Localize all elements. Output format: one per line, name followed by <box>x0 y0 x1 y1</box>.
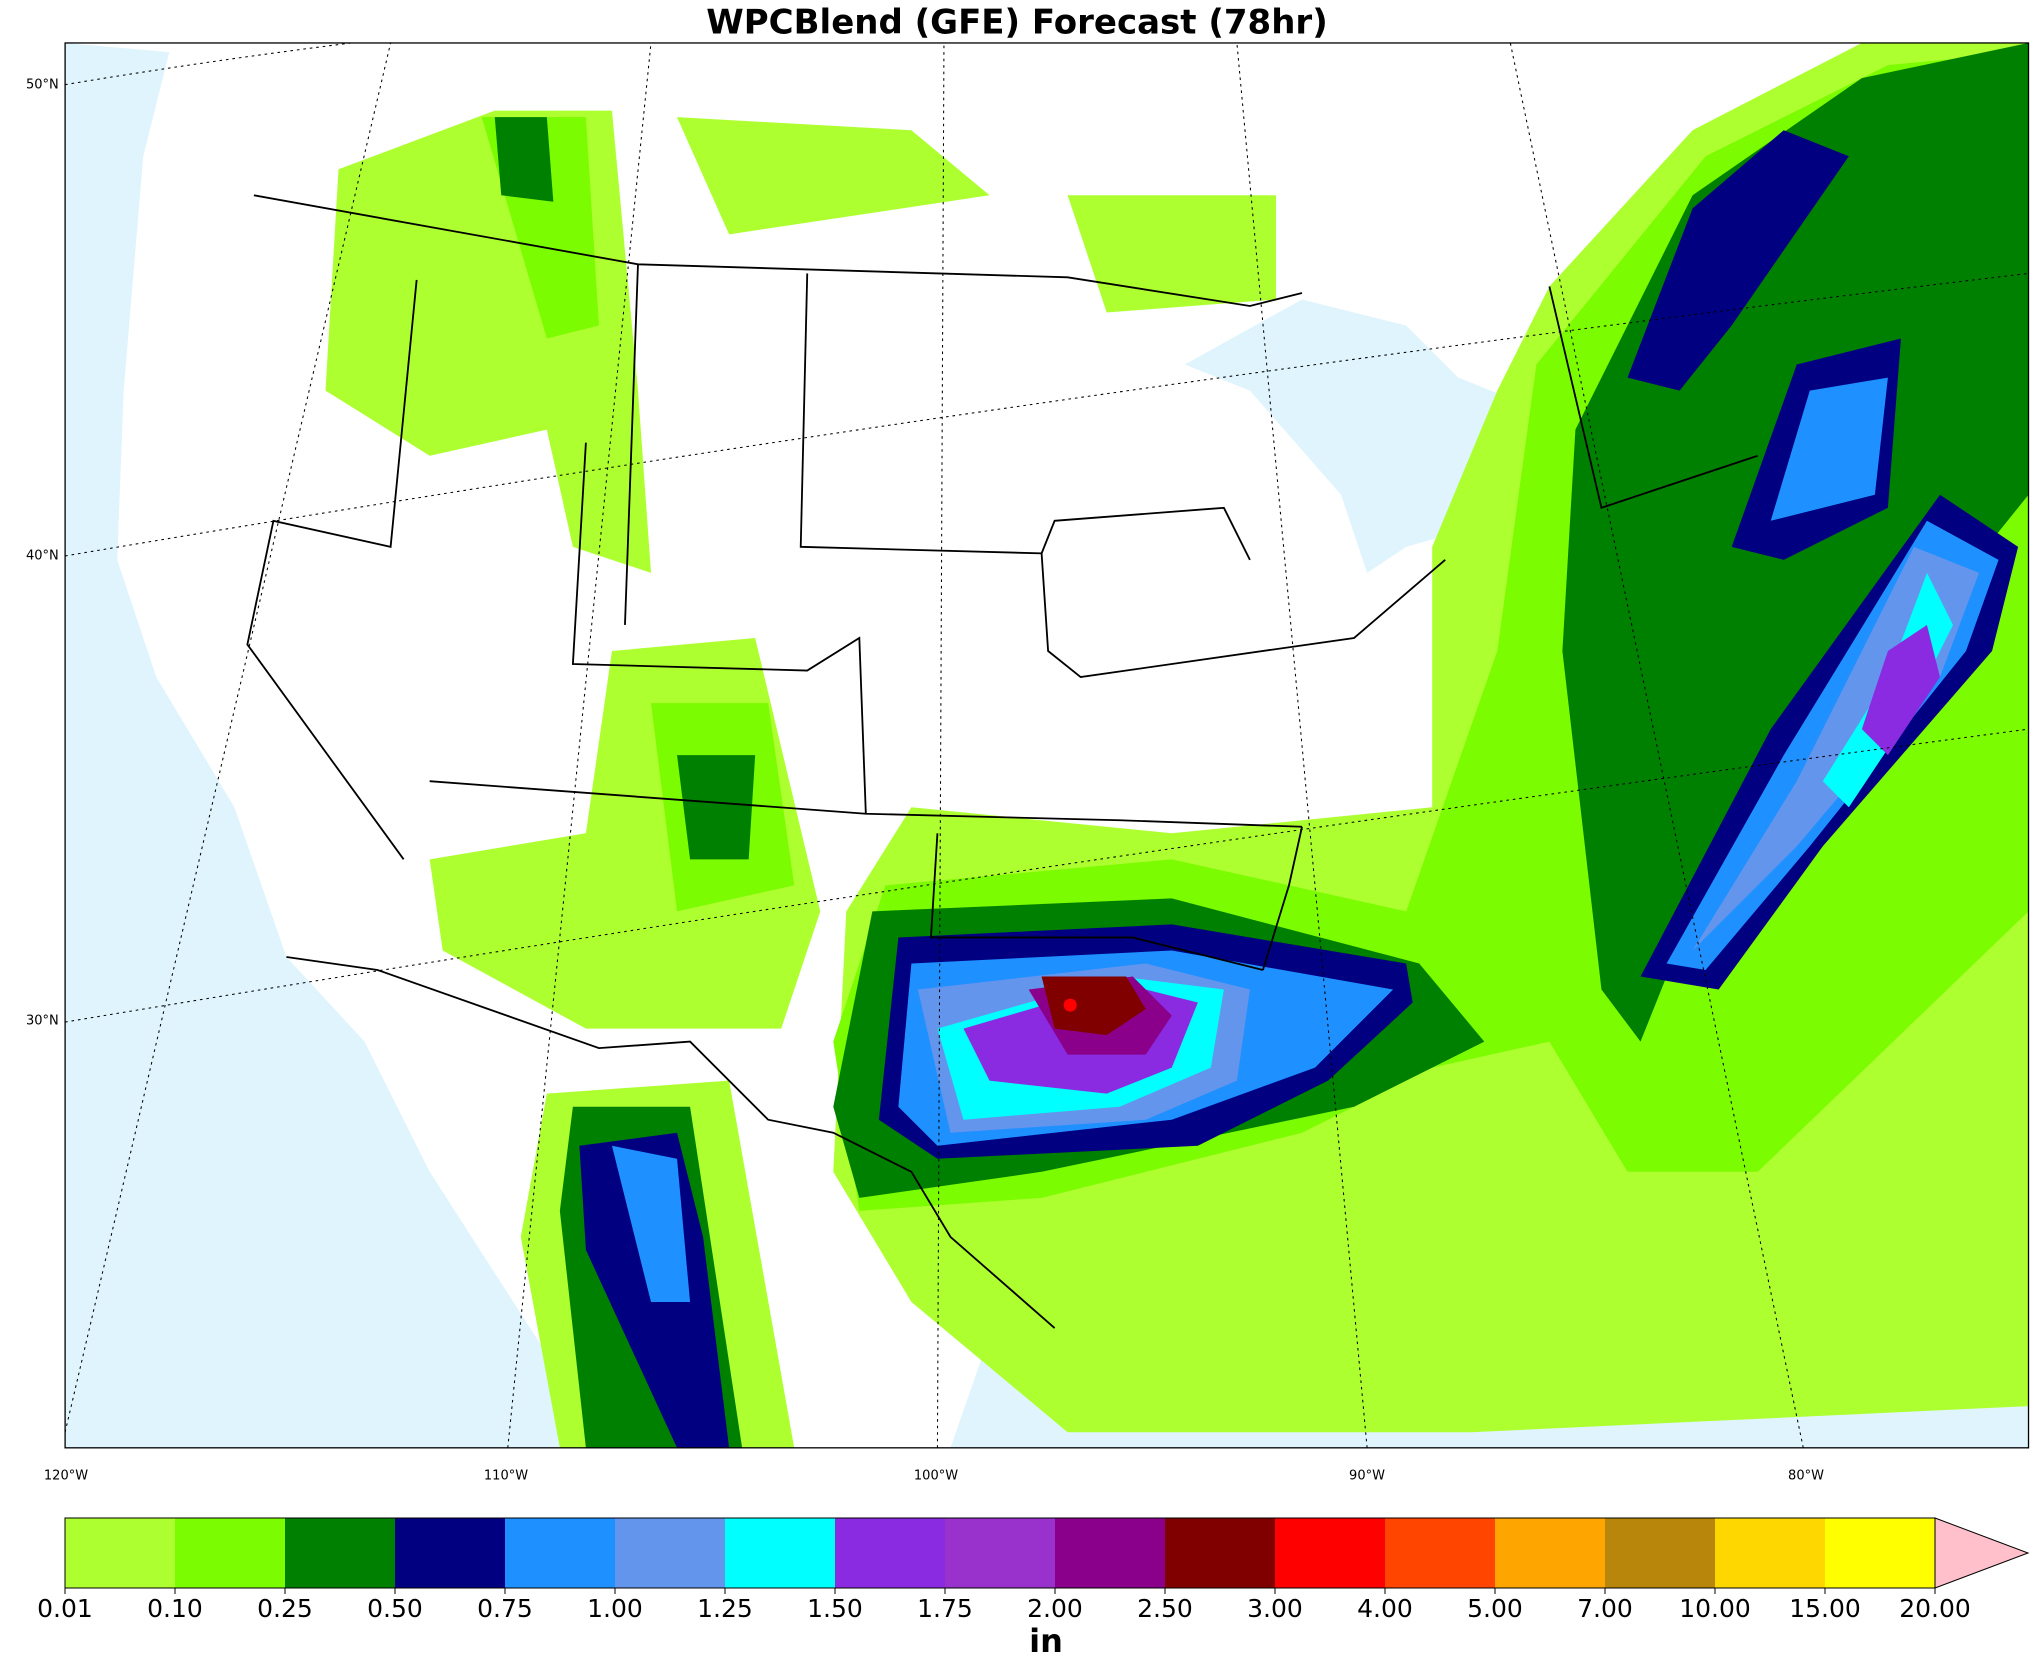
colorbar-tick-label: 0.50 <box>367 1594 423 1623</box>
colorbar-tick-label: 3.00 <box>1247 1594 1303 1623</box>
colorbar-tick-label: 4.00 <box>1357 1594 1413 1623</box>
colorbar-segment <box>835 1518 946 1588</box>
colorbar-tick-label: 2.50 <box>1137 1594 1193 1623</box>
colorbar-tick-label: 10.00 <box>1679 1594 1751 1623</box>
colorbar-tick-label: 0.01 <box>37 1594 93 1623</box>
colorbar-tick-label: 0.25 <box>257 1594 313 1623</box>
colorbar-segment <box>1715 1518 1826 1588</box>
lon-label: 100°W <box>914 1469 958 1484</box>
colorbar-segment <box>285 1518 396 1588</box>
colorbar-segment <box>65 1518 176 1588</box>
colorbar-tick-label: 15.00 <box>1789 1594 1861 1623</box>
graticule <box>65 42 2029 1448</box>
precip-0-25 <box>494 42 2029 1448</box>
colorbar-tick-label: 5.00 <box>1467 1594 1523 1623</box>
colorbar-segment <box>1825 1518 1936 1588</box>
lat-label: 50°N <box>26 78 59 93</box>
map <box>64 42 2030 1449</box>
lon-label: 120°W <box>44 1469 88 1484</box>
colorbar-segment <box>615 1518 726 1588</box>
colorbar-tick-label: 0.75 <box>477 1594 533 1623</box>
lon-label: 80°W <box>1788 1469 1824 1484</box>
colorbar-segment <box>1605 1518 1716 1588</box>
colorbar-label: in <box>1029 1622 1063 1660</box>
colorbar-segment <box>175 1518 286 1588</box>
precip-2-50 <box>1041 976 1146 1036</box>
colorbar-tick-label: 7.00 <box>1577 1594 1633 1623</box>
colorbar-tick-label: 1.00 <box>587 1594 643 1623</box>
lat-label: 40°N <box>26 549 59 564</box>
colorbar-segment <box>395 1518 506 1588</box>
colorbar-extend <box>1934 1517 2030 1589</box>
borders <box>246 194 1758 1329</box>
colorbar-tick-label: 0.10 <box>147 1594 203 1623</box>
colorbar-segment <box>505 1518 616 1588</box>
colorbar-segment <box>1055 1518 1166 1588</box>
colorbar-tick-label: 20.00 <box>1899 1594 1971 1623</box>
map-frame <box>64 42 2030 1449</box>
colorbar-tick-label: 1.50 <box>807 1594 863 1623</box>
colorbar-tick-label: 1.25 <box>697 1594 753 1623</box>
map-title: WPCBlend (GFE) Forecast (78hr) <box>706 3 1327 43</box>
colorbar-segment <box>945 1518 1056 1588</box>
lon-label: 110°W <box>484 1469 528 1484</box>
colorbar-tick-label: 1.75 <box>917 1594 973 1623</box>
pacific-ocean <box>65 42 612 1448</box>
colorbar-segment <box>1165 1518 1276 1588</box>
great-lakes <box>1184 299 1524 573</box>
colorbar-tick-label: 2.00 <box>1027 1594 1083 1623</box>
lat-label: 30°N <box>26 1014 59 1029</box>
colorbar-segment <box>1275 1518 1386 1588</box>
lon-label: 90°W <box>1349 1469 1385 1484</box>
colorbar-frame <box>64 1517 1936 1589</box>
precip-3-00 <box>1063 998 1077 1012</box>
precip-1-50 <box>963 624 1940 1094</box>
colorbar-segment <box>725 1518 836 1588</box>
colorbar-segment <box>1495 1518 1606 1588</box>
colorbar-segment <box>1385 1518 1496 1588</box>
